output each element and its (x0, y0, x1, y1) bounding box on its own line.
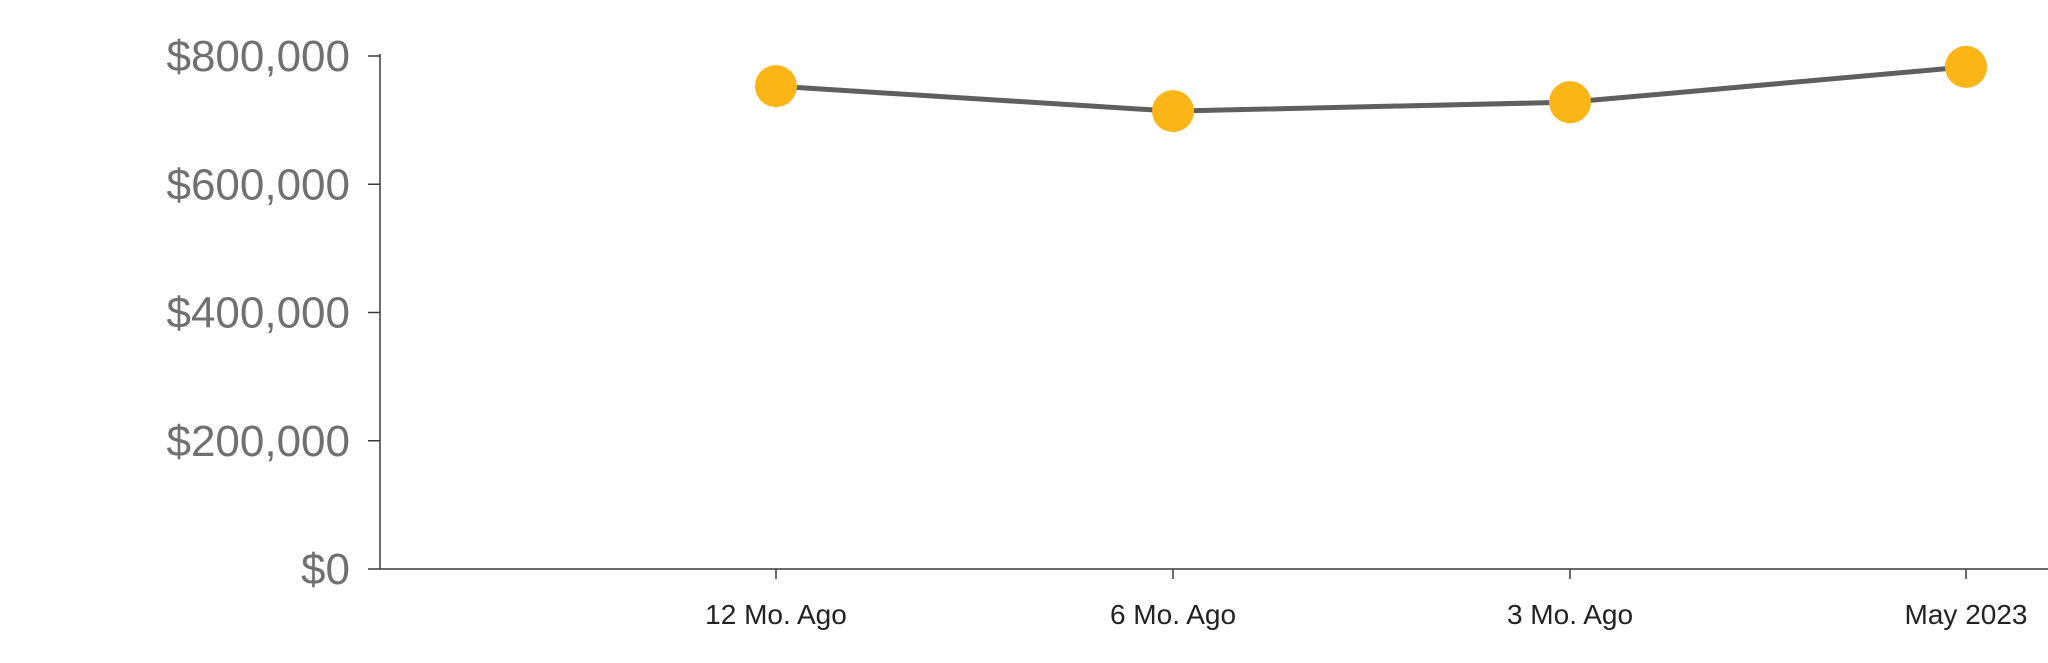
x-tick-label: May 2023 (1905, 599, 2028, 630)
x-axis: 12 Mo. Ago 6 Mo. Ago 3 Mo. Ago May 2023 (380, 568, 2048, 630)
x-tick-label: 3 Mo. Ago (1507, 599, 1633, 630)
y-tick-label: $0 (301, 545, 350, 594)
x-tick-label: 12 Mo. Ago (705, 599, 847, 630)
data-point (1945, 45, 1987, 88)
y-tick-label: $600,000 (166, 160, 350, 209)
data-point (1152, 90, 1194, 133)
y-tick-label: $400,000 (166, 289, 350, 338)
data-point (755, 65, 797, 108)
y-axis: $0 $200,000 $400,000 $600,000 $800,000 (166, 32, 381, 594)
y-tick-label: $800,000 (166, 32, 350, 81)
x-tick-label: 6 Mo. Ago (1110, 599, 1236, 630)
series-line (775, 64, 1967, 114)
data-point (1549, 81, 1591, 124)
y-tick-label: $200,000 (166, 417, 350, 466)
series-layer (755, 45, 1987, 133)
